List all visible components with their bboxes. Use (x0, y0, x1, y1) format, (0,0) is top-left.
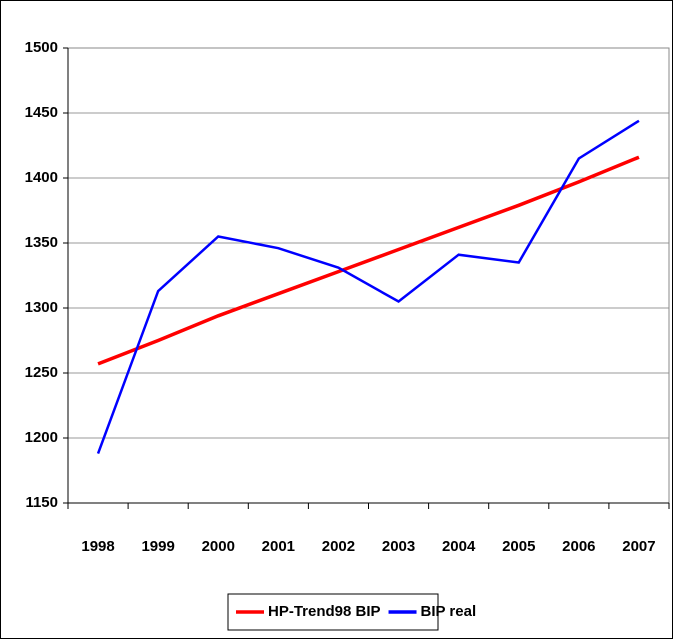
y-tick-label: 1450 (25, 104, 58, 121)
y-tick-label: 1150 (25, 494, 58, 511)
y-tick-label: 1200 (25, 429, 58, 446)
y-tick-label: 1500 (25, 39, 58, 56)
x-tick-label: 2001 (262, 538, 295, 555)
series-line (96, 119, 640, 455)
x-tick-label: 1999 (141, 538, 174, 555)
x-tick-label: 2003 (382, 538, 415, 555)
x-tick-label: 2006 (562, 538, 595, 555)
series-line (97, 155, 640, 366)
x-tick-label: 2007 (622, 538, 655, 555)
x-tick-label: 2000 (202, 538, 235, 555)
x-tick-label: 2005 (502, 538, 535, 555)
legend-label: HP-Trend98 BIP (268, 603, 381, 620)
y-tick-label: 1300 (25, 299, 58, 316)
x-tick-label: 2002 (322, 538, 355, 555)
x-tick-label: 1998 (81, 538, 114, 555)
y-tick-label: 1350 (25, 234, 58, 251)
legend-label: BIP real (421, 603, 477, 620)
y-tick-label: 1400 (25, 169, 58, 186)
y-tick-label: 1250 (25, 364, 58, 381)
x-tick-label: 2004 (442, 538, 476, 555)
